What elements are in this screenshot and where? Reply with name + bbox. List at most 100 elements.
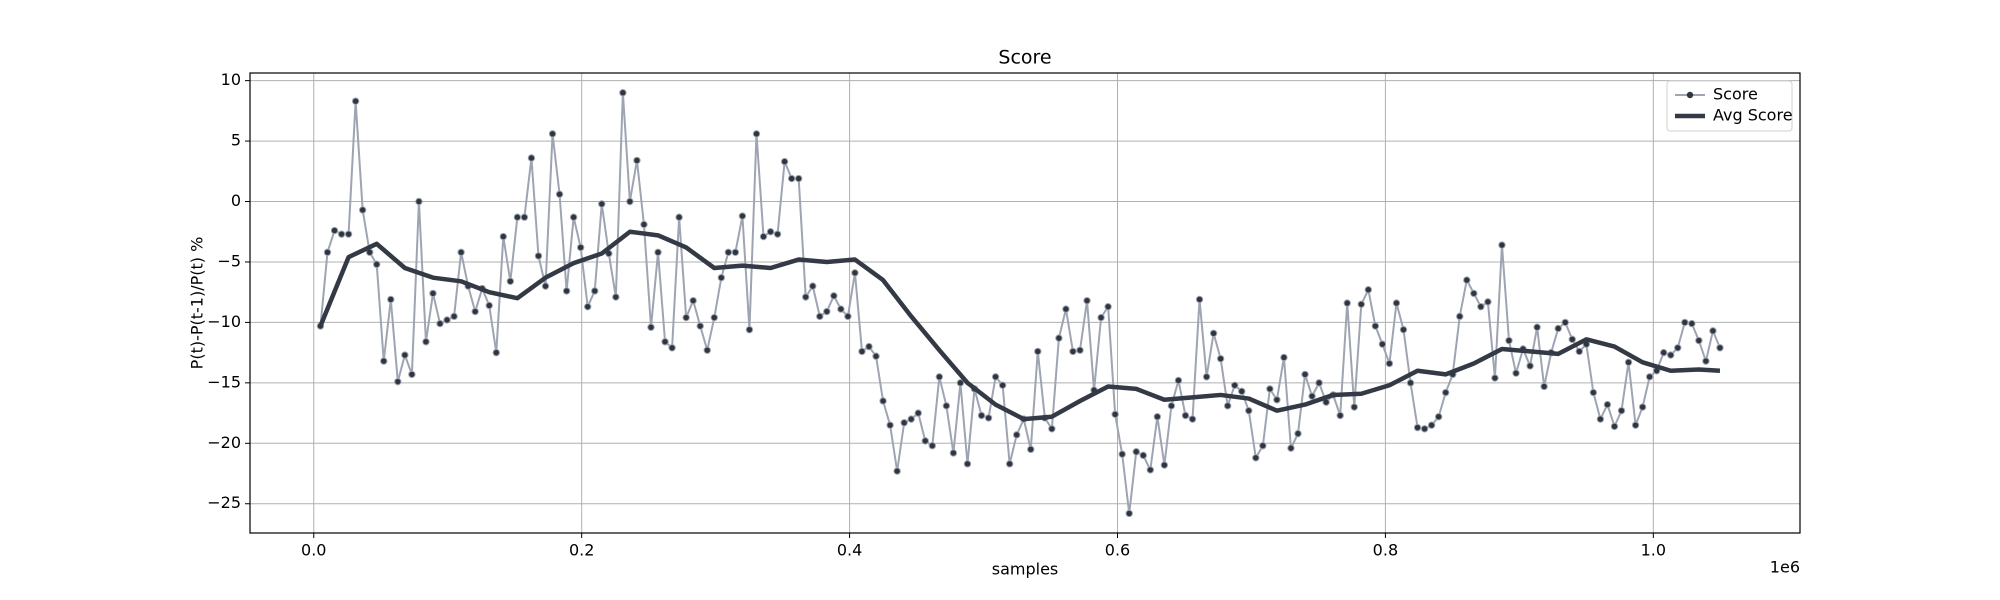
score-marker bbox=[1674, 344, 1682, 352]
legend-label: Avg Score bbox=[1713, 106, 1793, 125]
score-marker bbox=[1702, 357, 1710, 365]
score-marker bbox=[1716, 344, 1724, 352]
score-marker bbox=[1139, 451, 1147, 460]
score-marker bbox=[1491, 374, 1499, 382]
score-marker bbox=[1160, 461, 1169, 469]
score-marker bbox=[766, 228, 775, 236]
score-marker bbox=[816, 312, 824, 321]
score-marker bbox=[1343, 299, 1351, 307]
score-marker bbox=[1427, 421, 1436, 429]
score-marker bbox=[1413, 423, 1422, 432]
score-marker bbox=[415, 197, 423, 206]
score-marker bbox=[1456, 312, 1464, 321]
y-tick-label: 10 bbox=[221, 70, 241, 89]
score-marker bbox=[759, 232, 768, 241]
score-marker bbox=[1667, 351, 1675, 359]
score-marker bbox=[450, 312, 458, 321]
score-marker bbox=[1596, 415, 1605, 423]
x-tick-label: 0.4 bbox=[837, 541, 862, 560]
score-marker bbox=[703, 346, 711, 354]
score-marker bbox=[872, 352, 880, 360]
score-marker bbox=[977, 411, 986, 420]
score-marker bbox=[1097, 313, 1105, 322]
score-marker bbox=[576, 243, 585, 252]
score-marker bbox=[830, 292, 838, 300]
score-marker bbox=[682, 313, 690, 322]
score-marker bbox=[956, 379, 965, 387]
legend: Score Avg Score bbox=[1666, 80, 1793, 132]
score-marker bbox=[351, 97, 360, 105]
axes-frame bbox=[249, 72, 1801, 534]
score-marker bbox=[344, 230, 353, 238]
score-marker bbox=[1034, 347, 1042, 356]
score-marker bbox=[1287, 444, 1295, 452]
score-marker bbox=[724, 248, 733, 256]
score-marker bbox=[337, 230, 346, 238]
score-marker bbox=[1463, 276, 1471, 284]
score-marker bbox=[1245, 406, 1253, 415]
score-marker bbox=[598, 200, 606, 208]
score-marker bbox=[1603, 400, 1612, 409]
score-marker bbox=[408, 370, 416, 379]
score-marker bbox=[1406, 379, 1415, 387]
score-marker bbox=[358, 206, 367, 214]
score-marker bbox=[654, 248, 662, 256]
score-marker bbox=[1610, 422, 1619, 431]
score-marker bbox=[485, 301, 493, 310]
score-marker bbox=[1174, 376, 1183, 385]
score-marker bbox=[527, 154, 536, 162]
score-marker bbox=[1273, 396, 1281, 404]
score-marker bbox=[323, 248, 332, 256]
score-marker bbox=[1399, 325, 1408, 334]
score-marker bbox=[1617, 406, 1626, 415]
score-marker bbox=[1371, 322, 1380, 330]
score-marker bbox=[1005, 460, 1014, 468]
score-marker bbox=[457, 248, 465, 256]
y-tick-label: −25 bbox=[207, 493, 241, 512]
score-marker bbox=[1477, 302, 1485, 311]
score-marker bbox=[591, 287, 599, 295]
score-marker bbox=[907, 415, 915, 423]
score-marker bbox=[963, 460, 972, 468]
score-marker bbox=[780, 157, 789, 166]
score-marker bbox=[1533, 323, 1541, 331]
score-marker bbox=[1231, 381, 1239, 389]
score-marker bbox=[612, 293, 620, 301]
legend-label: Score bbox=[1713, 85, 1758, 104]
score-marker bbox=[893, 467, 901, 475]
score-marker bbox=[1385, 359, 1394, 368]
score-marker bbox=[640, 220, 648, 229]
y-tick-label: −5 bbox=[217, 251, 241, 270]
score-marker bbox=[1568, 335, 1576, 344]
score-marker bbox=[1681, 318, 1689, 327]
score-marker bbox=[1266, 385, 1274, 393]
score-marker bbox=[1301, 370, 1309, 379]
x-tick-label: 1.0 bbox=[1641, 541, 1666, 560]
score-marker bbox=[935, 373, 944, 381]
score-marker bbox=[1238, 387, 1246, 396]
score-marker bbox=[886, 421, 894, 429]
score-marker bbox=[717, 273, 726, 282]
score-marker bbox=[555, 190, 564, 198]
score-marker bbox=[1055, 334, 1063, 342]
y-tick-label: 0 bbox=[231, 191, 241, 210]
score-marker bbox=[865, 342, 873, 351]
chart-title: Score bbox=[998, 47, 1051, 69]
score-marker bbox=[1195, 295, 1204, 304]
score-marker bbox=[1420, 425, 1429, 433]
score-marker bbox=[1202, 373, 1211, 381]
score-marker bbox=[562, 287, 571, 295]
score-marker bbox=[422, 338, 430, 346]
x-offset-label: 1e6 bbox=[1770, 558, 1800, 577]
score-marker bbox=[752, 130, 761, 138]
legend-box bbox=[1666, 80, 1793, 132]
score-marker bbox=[984, 414, 993, 422]
score-marker bbox=[1069, 347, 1077, 356]
score-marker bbox=[534, 252, 543, 260]
score-marker bbox=[900, 419, 908, 427]
score-marker bbox=[1498, 241, 1506, 249]
score-marker bbox=[1645, 373, 1654, 381]
score-marker bbox=[373, 260, 381, 269]
score-marker bbox=[1470, 289, 1478, 298]
